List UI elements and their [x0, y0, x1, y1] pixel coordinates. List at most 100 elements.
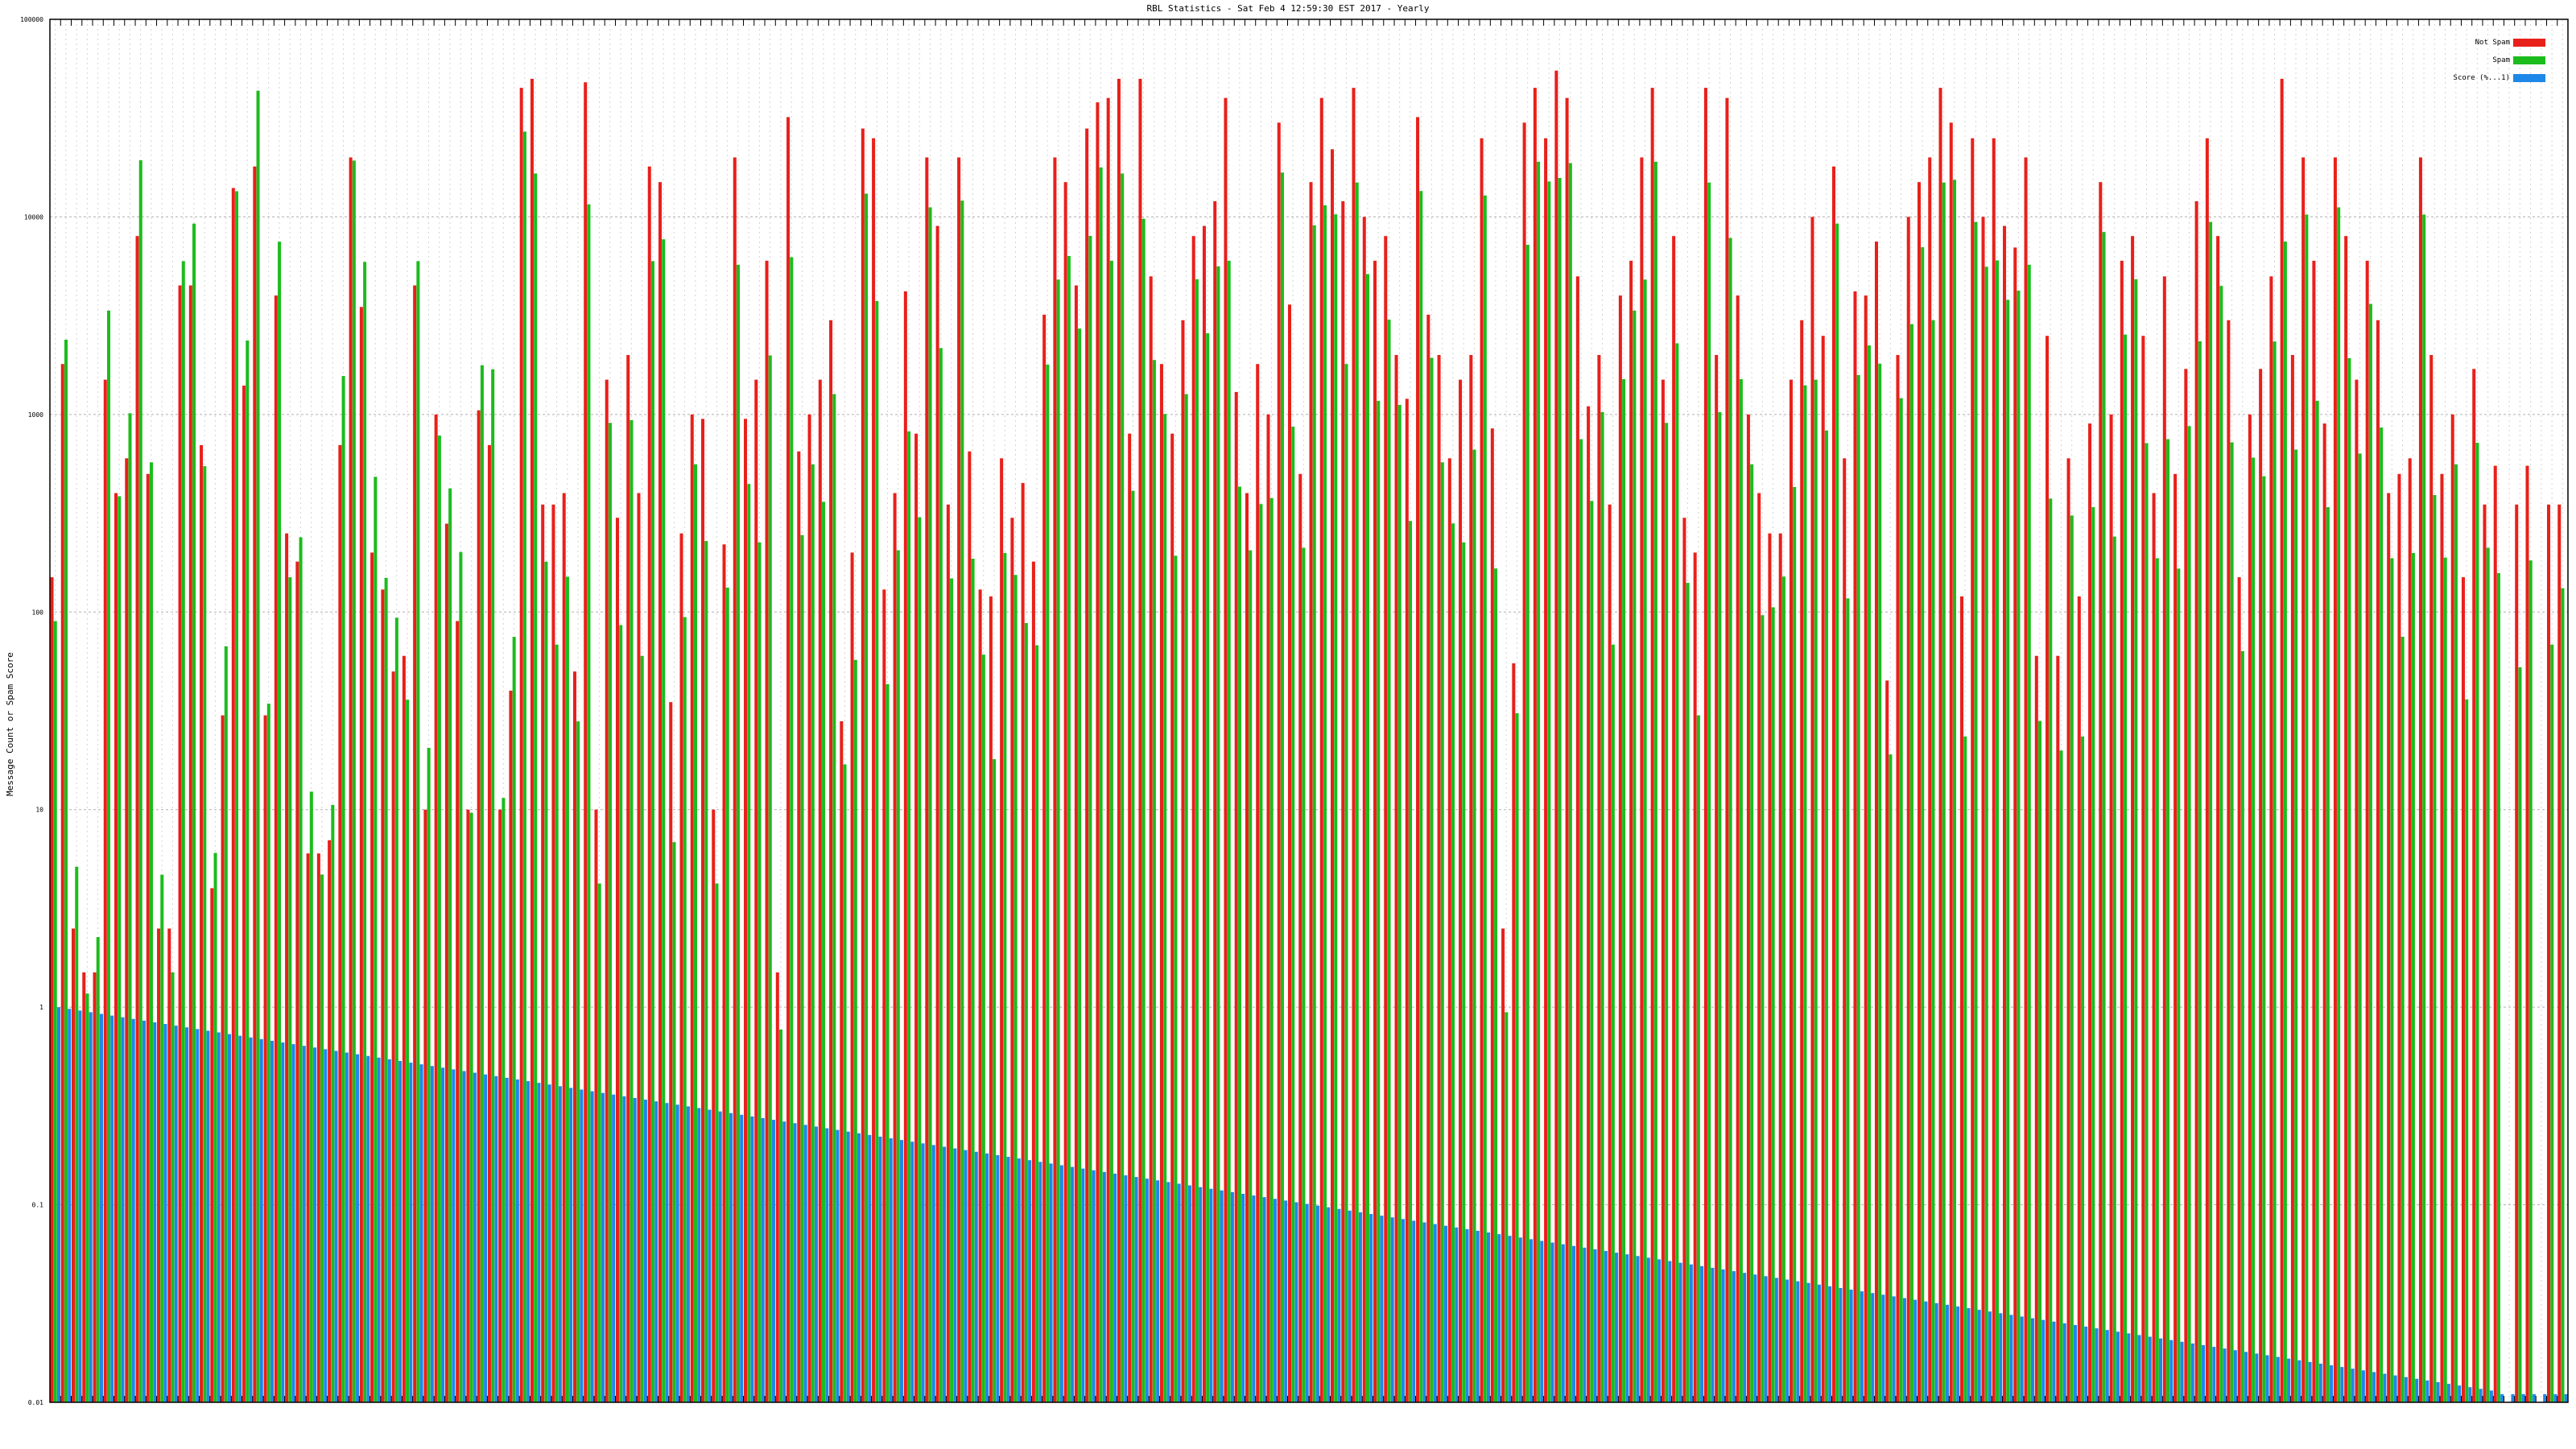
bar-score- [2351, 1368, 2355, 1402]
bar-not-spam [1533, 88, 1537, 1402]
bar-not-spam [1287, 304, 1292, 1403]
bar-not-spam [1693, 552, 1697, 1403]
bar-spam [1633, 310, 1637, 1403]
bar-spam [181, 261, 185, 1402]
bar-spam [1761, 615, 1765, 1402]
bar-score- [2265, 1355, 2269, 1402]
bar-score- [633, 1097, 637, 1402]
bar-score- [857, 1133, 861, 1402]
bar-spam [2411, 552, 2415, 1403]
bar-spam [2368, 303, 2372, 1403]
bar-score- [1871, 1293, 1875, 1402]
bar-spam [1494, 568, 1498, 1402]
bar-not-spam [2493, 465, 2497, 1402]
bar-not-spam [2418, 157, 2422, 1402]
bar-score- [1988, 1311, 1992, 1402]
bar-spam [2337, 207, 2341, 1403]
bar-not-spam [498, 809, 502, 1402]
bar-spam [1515, 712, 1519, 1402]
bar-score- [2383, 1373, 2387, 1402]
bar-spam [768, 355, 772, 1402]
bar-not-spam [93, 972, 97, 1402]
bar-spam [1803, 385, 1807, 1402]
bar-spam [1665, 423, 1669, 1402]
bar-score- [2127, 1333, 2131, 1402]
bar-spam [2305, 214, 2309, 1402]
bar-score- [2425, 1380, 2429, 1402]
bar-score- [1006, 1157, 1010, 1402]
bar-not-spam [2248, 414, 2252, 1402]
bar-spam [2240, 650, 2244, 1402]
bar-spam [1451, 523, 1455, 1402]
bar-not-spam [2429, 354, 2434, 1402]
bar-not-spam [2440, 473, 2444, 1402]
bar-spam [1984, 266, 1988, 1403]
bar-not-spam [456, 621, 460, 1402]
bar-score- [228, 1034, 232, 1402]
bar-not-spam [2408, 458, 2412, 1402]
bar-score- [419, 1064, 423, 1402]
bar-score- [964, 1150, 968, 1402]
bar-score- [56, 1007, 60, 1402]
bar-not-spam [2290, 354, 2294, 1402]
bar-score- [846, 1131, 850, 1402]
bar-score- [1081, 1168, 1085, 1402]
bar-spam [192, 223, 196, 1402]
bar-score- [259, 1038, 263, 1402]
bar-score- [996, 1154, 1000, 1402]
bar-not-spam [1170, 433, 1174, 1402]
bar-score- [537, 1083, 541, 1402]
bar-spam [1195, 279, 1199, 1402]
bar-not-spam [519, 88, 523, 1402]
bar-score- [803, 1125, 807, 1402]
bar-not-spam [1853, 291, 1857, 1403]
bar-not-spam [370, 552, 374, 1403]
bar-score- [1668, 1261, 1672, 1402]
bar-not-spam [1128, 433, 1132, 1402]
bar-score- [2009, 1315, 2013, 1402]
bar-score- [302, 1046, 306, 1402]
bar-score- [643, 1100, 647, 1402]
legend-label-not-spam: Not Spam [2475, 39, 2510, 47]
bar-not-spam [434, 414, 438, 1402]
bar-not-spam [1928, 157, 1932, 1402]
bar-not-spam [1298, 473, 1302, 1402]
bar-spam [2124, 334, 2128, 1402]
bar-score- [1124, 1175, 1128, 1402]
bar-not-spam [103, 379, 107, 1403]
bar-series [50, 70, 2568, 1403]
bar-spam [619, 625, 623, 1402]
bar-score- [2159, 1338, 2163, 1402]
bar-not-spam [594, 809, 598, 1402]
bar-score- [2223, 1348, 2227, 1402]
bar-not-spam [466, 809, 470, 1402]
bar-spam [1952, 180, 1956, 1402]
bar-not-spam [647, 166, 651, 1403]
bar-spam [2465, 699, 2469, 1402]
bar-score- [1113, 1173, 1117, 1402]
bar-score- [1711, 1267, 1715, 1402]
bar-score- [494, 1075, 498, 1402]
bar-not-spam [1896, 354, 1900, 1402]
bar-not-spam [1874, 242, 1878, 1403]
bar-score- [1252, 1195, 1256, 1402]
bar-spam [2102, 232, 2106, 1402]
bar-spam [374, 477, 378, 1403]
bar-not-spam [306, 853, 310, 1402]
bar-spam [1035, 645, 1039, 1402]
bar-score- [2052, 1321, 2056, 1402]
bar-not-spam [1501, 928, 1505, 1402]
bar-score- [2105, 1330, 2109, 1402]
bar-score- [2030, 1318, 2034, 1402]
bar-score- [1849, 1290, 1853, 1402]
bar-score- [1134, 1177, 1138, 1402]
bar-score- [2458, 1385, 2462, 1402]
bar-not-spam [2227, 320, 2231, 1403]
bar-score- [68, 1009, 72, 1402]
bar-score- [2532, 1393, 2536, 1402]
bar-score- [2318, 1363, 2322, 1402]
bar-score- [291, 1044, 295, 1402]
bar-not-spam [957, 157, 961, 1402]
bar-score- [1433, 1224, 1437, 1402]
bar-not-spam [285, 533, 289, 1402]
